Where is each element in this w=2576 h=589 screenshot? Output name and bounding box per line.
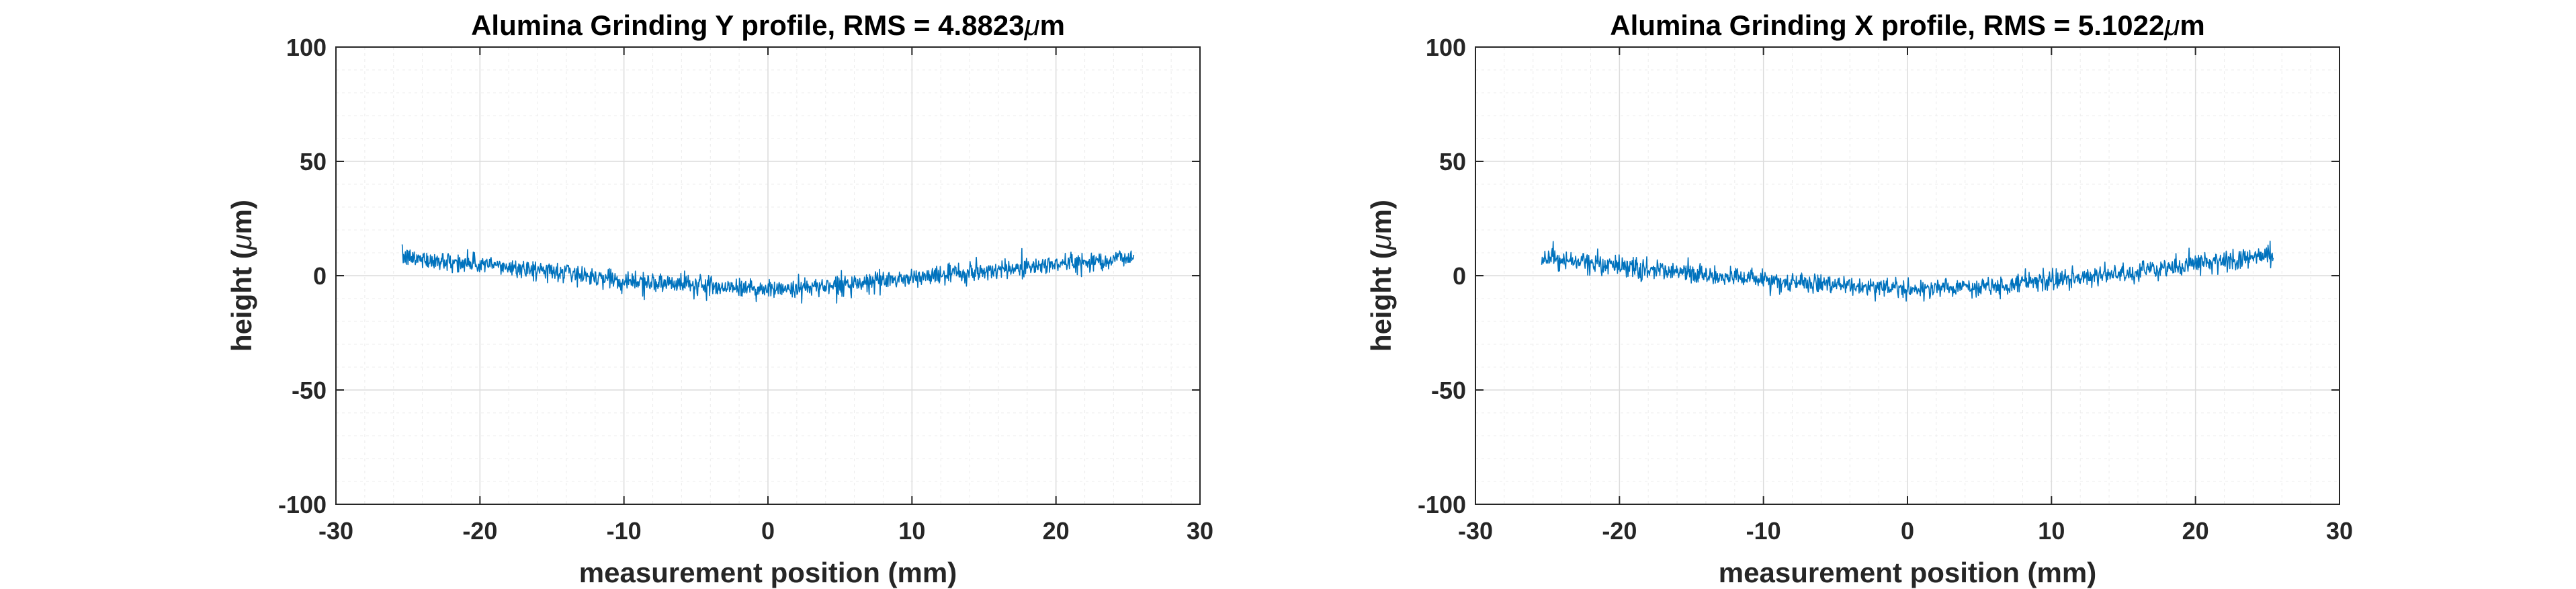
y-tick-label: 100 [286, 34, 327, 61]
x-tick-label: 10 [2038, 517, 2065, 545]
y-tick-label: -100 [1418, 491, 1466, 518]
x-axis-label: measurement position (mm) [579, 557, 957, 588]
x-tick-label: -20 [462, 517, 497, 545]
x-tick-label: -10 [1746, 517, 1781, 545]
x-axis-label: measurement position (mm) [1719, 557, 2096, 588]
chart-title-unit-mu: μ [2163, 9, 2180, 41]
y-tick-label: 0 [313, 262, 327, 290]
chart-title-text: Alumina Grinding X profile, RMS = 5.1022 [1610, 9, 2164, 41]
chart-title-unit-mu: μ [1024, 9, 1040, 41]
x-tick-label: 30 [1187, 517, 1213, 545]
chart-title: Alumina Grinding X profile, RMS = 5.1022… [1610, 9, 2204, 41]
chart-title-unit-m: m [1040, 9, 1065, 41]
chart-title-unit-m: m [2180, 9, 2204, 41]
y-tick-label: 50 [1439, 148, 1466, 175]
x-tick-label: -30 [1458, 517, 1493, 545]
x-tick-label: -20 [1602, 517, 1637, 545]
y-tick-label: -50 [1431, 377, 1466, 404]
y-axis-label: height (μm) [1365, 200, 1397, 352]
chart-title-text: Alumina Grinding Y profile, RMS = 4.8823 [471, 9, 1025, 41]
x-tick-label: 10 [898, 517, 925, 545]
y-axis-label-prefix: height ( [1365, 249, 1397, 352]
y-axis-label: height (μm) [226, 200, 257, 352]
y-tick-label: -50 [292, 377, 327, 404]
y-axis-label-mu: μ [1365, 234, 1397, 250]
y-axis-label-prefix: height ( [226, 249, 257, 352]
x-tick-label: 0 [761, 517, 775, 545]
y-axis-label-m: m) [226, 200, 257, 234]
y-tick-label: -100 [278, 491, 327, 518]
y-tick-label: 100 [1426, 34, 1466, 61]
y-axis-label-m: m) [1365, 200, 1397, 234]
x-tick-label: 0 [1901, 517, 1914, 545]
profile-series-line [401, 244, 1135, 304]
chart-title: Alumina Grinding Y profile, RMS = 4.8823… [471, 9, 1065, 41]
profile-series-line [1541, 240, 2274, 302]
x-tick-label: 30 [2326, 517, 2353, 545]
y-tick-label: 50 [300, 148, 327, 175]
y-tick-label: 0 [1453, 262, 1466, 290]
x-tick-label: 20 [2182, 517, 2209, 545]
y-axis-label-mu: μ [226, 234, 257, 250]
x-tick-label: -10 [607, 517, 642, 545]
x-tick-label: -30 [318, 517, 353, 545]
x-tick-label: 20 [1043, 517, 1070, 545]
